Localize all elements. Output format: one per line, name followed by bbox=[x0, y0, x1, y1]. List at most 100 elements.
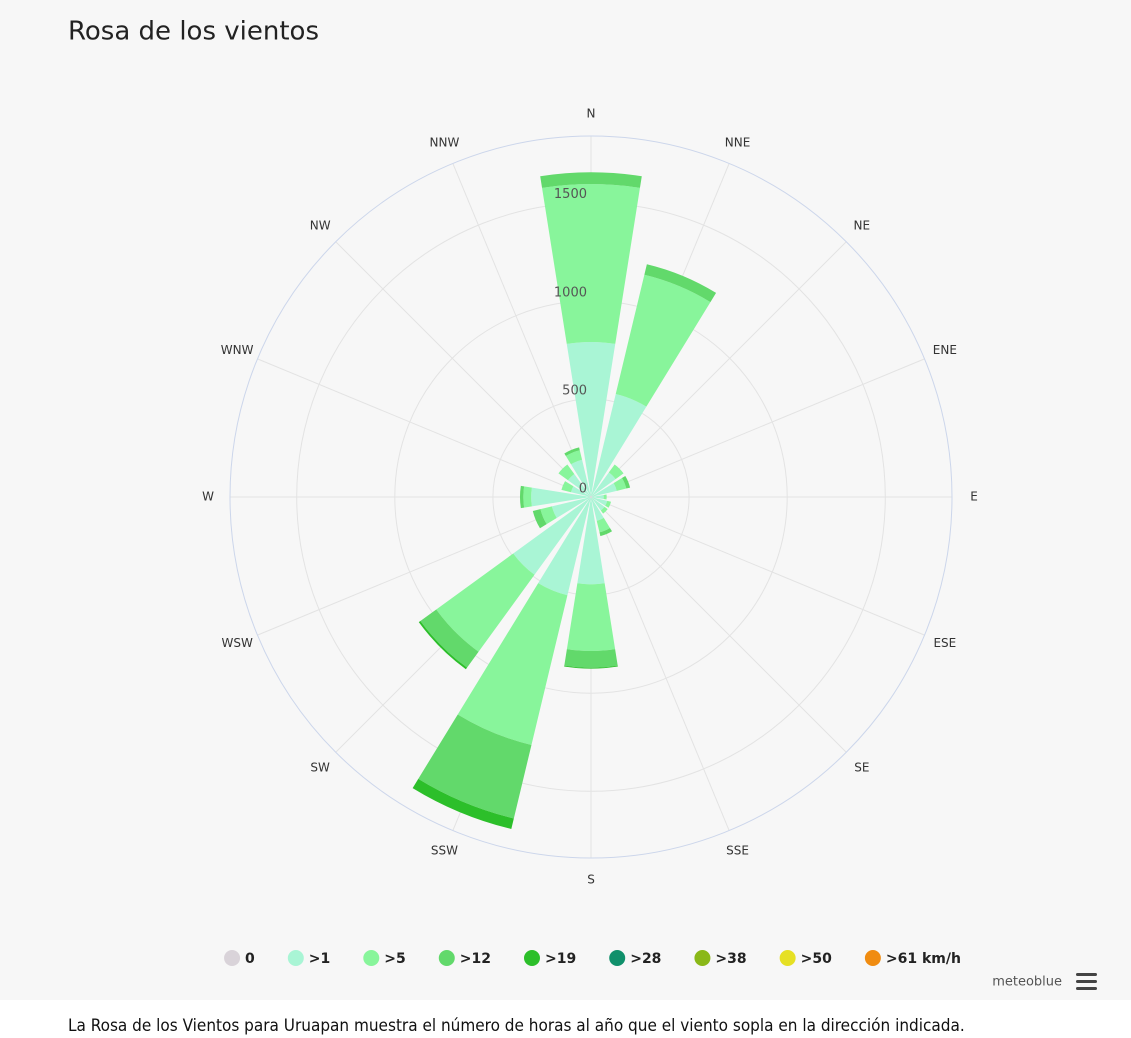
wedge bbox=[605, 500, 612, 508]
wedge bbox=[591, 497, 608, 506]
wedge bbox=[621, 475, 631, 489]
wedge bbox=[591, 483, 617, 497]
wedge bbox=[591, 472, 616, 497]
direction-label: SE bbox=[854, 760, 869, 774]
legend-marker bbox=[363, 950, 380, 966]
y-tick-label: 1500 bbox=[554, 187, 587, 202]
wedge bbox=[532, 509, 547, 529]
legend-marker bbox=[864, 950, 881, 966]
chart-title: Rosa de los vientos bbox=[68, 17, 319, 47]
legend-marker bbox=[287, 950, 304, 966]
outer-ring bbox=[229, 135, 953, 859]
wedge bbox=[596, 517, 610, 533]
wedge bbox=[564, 665, 618, 669]
direction-label: SW bbox=[310, 760, 330, 774]
wedge bbox=[591, 496, 592, 497]
wedge bbox=[603, 494, 607, 500]
direction-label: ENE bbox=[933, 343, 957, 357]
spoke bbox=[257, 496, 592, 636]
wedge bbox=[590, 497, 591, 498]
wedge bbox=[566, 583, 616, 652]
wedge bbox=[571, 459, 591, 497]
wedge bbox=[591, 497, 592, 498]
wedge bbox=[531, 487, 591, 507]
wedge bbox=[519, 485, 525, 509]
wedge bbox=[591, 497, 605, 511]
wedge bbox=[564, 649, 618, 668]
legend-marker bbox=[694, 950, 711, 966]
wedge bbox=[523, 486, 532, 508]
menu-icon[interactable] bbox=[1076, 973, 1097, 990]
legend-label: >12 bbox=[460, 951, 491, 967]
wedge bbox=[599, 527, 613, 537]
wedge bbox=[418, 714, 532, 819]
direction-label: NW bbox=[310, 219, 331, 233]
legend-label: >38 bbox=[715, 951, 746, 967]
wedge bbox=[591, 496, 592, 497]
legend-label: >61 km/h bbox=[886, 951, 961, 967]
wedge bbox=[558, 464, 575, 481]
legend-label: >1 bbox=[309, 951, 330, 967]
legend-marker bbox=[438, 950, 455, 966]
wedge bbox=[457, 583, 568, 746]
direction-label: N bbox=[587, 107, 596, 121]
legend-label: 0 bbox=[245, 951, 255, 967]
direction-label: E bbox=[970, 490, 978, 504]
legend-label: >19 bbox=[545, 951, 576, 967]
legend-marker bbox=[224, 950, 241, 966]
y-tick-label: 500 bbox=[562, 383, 587, 398]
legend: 0 >1 >5 >12 >19 >28 >38 >50 >61 km/h bbox=[224, 950, 961, 967]
legend-label: >28 bbox=[630, 951, 661, 967]
wedge bbox=[418, 620, 468, 670]
description: La Rosa de los Vientos para Uruapan mues… bbox=[68, 1016, 965, 1036]
direction-label: NNW bbox=[430, 136, 460, 150]
y-tick-label: 1000 bbox=[554, 285, 587, 300]
wedge bbox=[567, 473, 591, 497]
wedge bbox=[561, 481, 574, 493]
chart: Rosa de los vientos meteoblue 0 500 1000 15… bbox=[68, 17, 1097, 990]
wedge bbox=[591, 495, 604, 499]
direction-label: WNW bbox=[221, 343, 254, 357]
wedge bbox=[590, 496, 591, 497]
spoke bbox=[590, 358, 925, 498]
direction-label: SSW bbox=[431, 843, 458, 857]
legend-label: >5 bbox=[384, 951, 405, 967]
wedge bbox=[591, 496, 592, 497]
wedge bbox=[420, 609, 479, 668]
legend-marker bbox=[609, 950, 626, 966]
direction-label: SSE bbox=[726, 843, 749, 857]
direction-label: NNE bbox=[725, 136, 751, 150]
wedge bbox=[591, 393, 647, 497]
wedge bbox=[590, 497, 591, 498]
legend-marker bbox=[779, 950, 796, 966]
direction-label: WSW bbox=[221, 636, 252, 650]
wedge bbox=[513, 497, 591, 575]
spoke bbox=[590, 496, 730, 831]
wedge bbox=[590, 496, 591, 497]
wedge bbox=[591, 497, 592, 498]
wedge bbox=[615, 274, 711, 407]
wedge bbox=[590, 497, 591, 498]
wedge bbox=[564, 447, 580, 457]
wedge bbox=[412, 778, 514, 829]
y-tick-label: 0 bbox=[579, 482, 587, 497]
direction-label: NE bbox=[854, 219, 871, 233]
spoke bbox=[590, 496, 847, 753]
wedge bbox=[542, 184, 640, 344]
wedge bbox=[591, 497, 592, 498]
wedge bbox=[644, 264, 717, 303]
wedge bbox=[608, 464, 624, 480]
wedge bbox=[540, 172, 642, 188]
wedge bbox=[570, 486, 591, 497]
direction-label: S bbox=[587, 873, 595, 887]
wedge bbox=[436, 553, 535, 652]
direction-label: ESE bbox=[933, 636, 956, 650]
wedge bbox=[540, 506, 557, 525]
spoke bbox=[452, 163, 592, 498]
spoke bbox=[590, 496, 925, 636]
legend-marker bbox=[523, 950, 540, 966]
spoke bbox=[335, 241, 592, 498]
legend-label: >50 bbox=[801, 951, 832, 967]
wedge bbox=[566, 342, 616, 497]
